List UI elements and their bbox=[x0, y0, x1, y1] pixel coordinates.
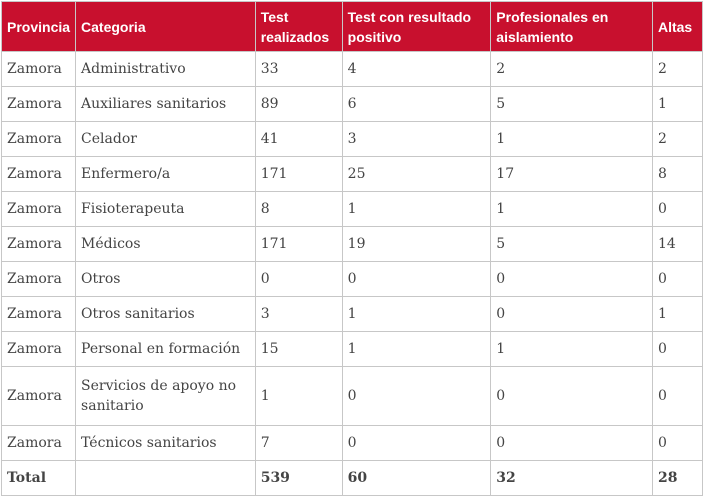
cell-test-positivo: 3 bbox=[341, 121, 492, 157]
cell-test-realizados: 7 bbox=[254, 425, 343, 461]
cell-categoria: Enfermero/a bbox=[75, 156, 256, 192]
cell-altas: 2 bbox=[651, 51, 704, 87]
cell-altas: 2 bbox=[651, 121, 704, 157]
cell-test-positivo: 1 bbox=[341, 191, 492, 227]
cell-test-realizados: 15 bbox=[254, 331, 343, 367]
total-row: Total 539 60 32 28 bbox=[0, 460, 704, 496]
cell-provincia: Zamora bbox=[0, 366, 77, 426]
cell-test-positivo: 0 bbox=[341, 425, 492, 461]
total-test-realizados: 539 bbox=[254, 460, 343, 496]
header-row: Provincia Categoria Test realizados Test… bbox=[0, 1, 704, 52]
cell-test-realizados: 171 bbox=[254, 226, 343, 262]
header-altas: Altas bbox=[651, 1, 704, 52]
cell-altas: 8 bbox=[651, 156, 704, 192]
cell-provincia: Zamora bbox=[0, 261, 77, 297]
cell-aislamiento: 17 bbox=[490, 156, 653, 192]
cell-test-realizados: 3 bbox=[254, 296, 343, 332]
cell-test-realizados: 33 bbox=[254, 51, 343, 87]
cell-test-positivo: 19 bbox=[341, 226, 492, 262]
cell-altas: 14 bbox=[651, 226, 704, 262]
table-row: Zamora Personal en formación 15 1 1 0 bbox=[0, 331, 704, 367]
cell-categoria: Otros bbox=[75, 261, 256, 297]
cell-altas: 0 bbox=[651, 331, 704, 367]
cell-test-realizados: 8 bbox=[254, 191, 343, 227]
cell-categoria: Celador bbox=[75, 121, 256, 157]
cell-test-positivo: 1 bbox=[341, 331, 492, 367]
cell-altas: 0 bbox=[651, 425, 704, 461]
total-test-positivo: 60 bbox=[341, 460, 492, 496]
cell-provincia: Zamora bbox=[0, 156, 77, 192]
cell-altas: 0 bbox=[651, 191, 704, 227]
cell-provincia: Zamora bbox=[0, 226, 77, 262]
table-row: Zamora Celador 41 3 1 2 bbox=[0, 121, 704, 157]
cell-provincia: Zamora bbox=[0, 425, 77, 461]
cell-test-positivo: 1 bbox=[341, 296, 492, 332]
cell-categoria: Técnicos sanitarios bbox=[75, 425, 256, 461]
header-provincia: Provincia bbox=[0, 1, 77, 52]
total-categoria bbox=[75, 460, 256, 496]
cell-provincia: Zamora bbox=[0, 51, 77, 87]
cell-categoria: Servicios de apoyo no sanitario bbox=[75, 366, 256, 426]
cell-provincia: Zamora bbox=[0, 191, 77, 227]
table-row: Zamora Fisioterapeuta 8 1 1 0 bbox=[0, 191, 704, 227]
header-test-realizados: Test realizados bbox=[254, 1, 343, 52]
header-profesionales-aislamiento: Profesionales en aislamiento bbox=[490, 1, 653, 52]
cell-aislamiento: 0 bbox=[490, 425, 653, 461]
cell-altas: 1 bbox=[651, 296, 704, 332]
cell-test-positivo: 6 bbox=[341, 86, 492, 122]
table-row: Zamora Enfermero/a 171 25 17 8 bbox=[0, 156, 704, 192]
cell-aislamiento: 1 bbox=[490, 331, 653, 367]
cell-categoria: Médicos bbox=[75, 226, 256, 262]
table-row: Zamora Otros 0 0 0 0 bbox=[0, 261, 704, 297]
header-categoria: Categoria bbox=[75, 1, 256, 52]
cell-provincia: Zamora bbox=[0, 86, 77, 122]
cell-categoria: Personal en formación bbox=[75, 331, 256, 367]
cell-test-realizados: 171 bbox=[254, 156, 343, 192]
header-test-positivo: Test con resultado positivo bbox=[341, 1, 492, 52]
cell-test-positivo: 0 bbox=[341, 261, 492, 297]
cell-aislamiento: 1 bbox=[490, 191, 653, 227]
cell-test-positivo: 4 bbox=[341, 51, 492, 87]
cell-aislamiento: 0 bbox=[490, 366, 653, 426]
cell-altas: 0 bbox=[651, 366, 704, 426]
table-row: Zamora Auxiliares sanitarios 89 6 5 1 bbox=[0, 86, 704, 122]
cell-test-realizados: 0 bbox=[254, 261, 343, 297]
cell-provincia: Zamora bbox=[0, 121, 77, 157]
cell-provincia: Zamora bbox=[0, 331, 77, 367]
cell-altas: 0 bbox=[651, 261, 704, 297]
cell-aislamiento: 5 bbox=[490, 226, 653, 262]
table-row: Zamora Técnicos sanitarios 7 0 0 0 bbox=[0, 425, 704, 461]
total-label: Total bbox=[0, 460, 77, 496]
cell-aislamiento: 0 bbox=[490, 296, 653, 332]
cell-categoria: Administrativo bbox=[75, 51, 256, 87]
cell-test-realizados: 89 bbox=[254, 86, 343, 122]
cell-altas: 1 bbox=[651, 86, 704, 122]
cell-aislamiento: 0 bbox=[490, 261, 653, 297]
cell-provincia: Zamora bbox=[0, 296, 77, 332]
table-row: Zamora Otros sanitarios 3 1 0 1 bbox=[0, 296, 704, 332]
total-altas: 28 bbox=[651, 460, 704, 496]
table-row: Zamora Administrativo 33 4 2 2 bbox=[0, 51, 704, 87]
total-aislamiento: 32 bbox=[490, 460, 653, 496]
cell-aislamiento: 2 bbox=[490, 51, 653, 87]
cell-categoria: Otros sanitarios bbox=[75, 296, 256, 332]
table-row: Zamora Servicios de apoyo no sanitario 1… bbox=[0, 366, 704, 426]
cell-aislamiento: 1 bbox=[490, 121, 653, 157]
cell-categoria: Fisioterapeuta bbox=[75, 191, 256, 227]
cell-test-realizados: 41 bbox=[254, 121, 343, 157]
cell-test-positivo: 0 bbox=[341, 366, 492, 426]
cell-categoria: Auxiliares sanitarios bbox=[75, 86, 256, 122]
cell-test-positivo: 25 bbox=[341, 156, 492, 192]
cell-test-realizados: 1 bbox=[254, 366, 343, 426]
table-row: Zamora Médicos 171 19 5 14 bbox=[0, 226, 704, 262]
cell-aislamiento: 5 bbox=[490, 86, 653, 122]
